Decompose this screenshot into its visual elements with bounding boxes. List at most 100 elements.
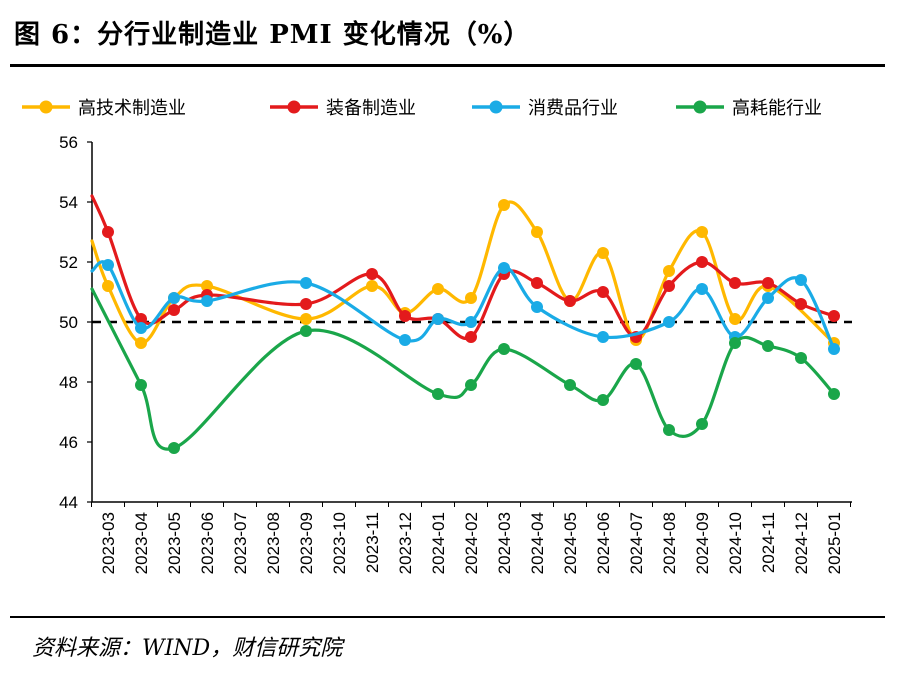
data-point — [696, 283, 708, 295]
legend-item-3: 高耗能行业 — [676, 98, 822, 119]
x-tick-label: 2023-12 — [396, 512, 415, 574]
data-point — [795, 352, 807, 364]
legend-item-0: 高技术制造业 — [22, 98, 186, 119]
data-point — [168, 292, 180, 304]
data-point — [168, 304, 180, 316]
bottom-rule — [10, 616, 885, 618]
series-0 — [90, 199, 840, 349]
data-point — [135, 379, 147, 391]
data-point — [135, 322, 147, 334]
y-tick-label: 48 — [59, 373, 78, 392]
data-point — [630, 358, 642, 370]
x-tick-label: 2024-07 — [627, 512, 646, 574]
legend: 高技术制造业 装备制造业 消费品行业 高耗能行业 — [22, 98, 822, 119]
data-point — [828, 388, 840, 400]
data-point — [465, 331, 477, 343]
data-point — [729, 277, 741, 289]
x-tick-label: 2024-02 — [462, 512, 481, 574]
data-point — [729, 337, 741, 349]
x-tick-label: 2023-03 — [99, 512, 118, 574]
legend-marker — [489, 100, 503, 114]
data-point — [300, 298, 312, 310]
data-point — [366, 280, 378, 292]
data-point — [300, 313, 312, 325]
x-tick-label: 2024-05 — [561, 512, 580, 574]
legend-label: 高技术制造业 — [78, 98, 186, 119]
data-point — [201, 280, 213, 292]
x-tick-label: 2023-05 — [165, 512, 184, 574]
data-point — [465, 316, 477, 328]
data-point — [135, 313, 147, 325]
legend-label: 高耗能行业 — [732, 98, 822, 119]
x-tick-label: 2024-09 — [693, 512, 712, 574]
data-point — [762, 340, 774, 352]
data-point — [399, 310, 411, 322]
data-point — [465, 292, 477, 304]
data-point — [432, 283, 444, 295]
x-tick-label: 2024-04 — [528, 512, 547, 574]
data-point — [531, 301, 543, 313]
data-point — [828, 343, 840, 355]
data-point — [663, 424, 675, 436]
x-tick-label: 2024-08 — [660, 512, 679, 574]
data-point — [564, 379, 576, 391]
data-point — [300, 325, 312, 337]
data-point — [102, 226, 114, 238]
data-point — [465, 379, 477, 391]
y-tick-label: 44 — [59, 493, 78, 512]
x-tick-label: 2023-06 — [198, 512, 217, 574]
x-axis: 2023-03 2023-04 2023-05 2023-06 2023-07 2023-… — [91, 501, 852, 574]
x-tick-label: 2023-08 — [264, 512, 283, 574]
y-tick-label: 52 — [59, 253, 78, 272]
x-tick-label: 2023-09 — [297, 512, 316, 574]
data-point — [762, 292, 774, 304]
y-tick-label: 54 — [59, 193, 78, 212]
series-line — [90, 194, 836, 341]
data-point — [696, 256, 708, 268]
data-point — [597, 331, 609, 343]
data-point — [300, 277, 312, 289]
data-point — [795, 274, 807, 286]
data-point — [366, 268, 378, 280]
series-1 — [90, 194, 840, 343]
legend-marker — [39, 100, 53, 114]
x-tick-label: 2023-07 — [231, 512, 250, 574]
data-point — [828, 310, 840, 322]
data-point — [102, 280, 114, 292]
y-axis: 44 46 48 50 52 54 56 — [59, 133, 93, 512]
x-tick-label: 2024-10 — [726, 512, 745, 574]
legend-marker — [693, 100, 707, 114]
data-point — [597, 394, 609, 406]
y-tick-label: 56 — [59, 133, 78, 152]
source-note: 资料来源：WIND，财信研究院 — [32, 636, 343, 661]
data-point — [399, 334, 411, 346]
data-point — [102, 259, 114, 271]
data-point — [531, 226, 543, 238]
legend-label: 消费品行业 — [528, 98, 618, 119]
data-point — [696, 418, 708, 430]
x-tick-label: 2025-01 — [825, 512, 844, 574]
x-tick-label: 2024-11 — [759, 512, 778, 573]
series-group — [90, 194, 840, 454]
data-point — [663, 265, 675, 277]
data-point — [135, 337, 147, 349]
series-line — [90, 287, 836, 451]
y-tick-label: 46 — [59, 433, 78, 452]
data-point — [168, 442, 180, 454]
x-tick-label: 2023-10 — [330, 512, 349, 574]
data-point — [432, 313, 444, 325]
x-tick-label: 2023-11 — [363, 512, 382, 573]
x-tick-label: 2024-06 — [594, 512, 613, 574]
data-point — [201, 295, 213, 307]
x-tick-label: 2024-03 — [495, 512, 514, 574]
data-point — [762, 277, 774, 289]
x-tick-label: 2024-12 — [792, 512, 811, 574]
legend-item-2: 消费品行业 — [472, 98, 618, 119]
legend-item-1: 装备制造业 — [270, 98, 416, 119]
data-point — [663, 316, 675, 328]
data-point — [432, 388, 444, 400]
data-point — [498, 262, 510, 274]
data-point — [729, 313, 741, 325]
data-point — [564, 295, 576, 307]
data-point — [597, 286, 609, 298]
